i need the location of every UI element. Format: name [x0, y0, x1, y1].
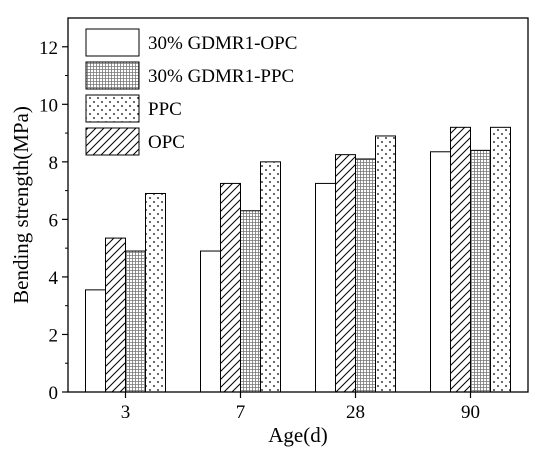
y-tick-label: 10 — [39, 95, 58, 116]
legend-swatch-opc — [85, 127, 140, 156]
bar-30-gdmr1-opc-90 — [430, 151, 451, 393]
legend-swatch-30-gdmr1-opc — [85, 28, 140, 57]
y-tick-label: 6 — [49, 210, 59, 231]
x-axis: 3 7 28 90 — [121, 392, 480, 423]
y-tick-label: 8 — [49, 153, 59, 174]
bar-30-gdmr1-opc-3 — [85, 289, 106, 393]
x-tick-label: 28 — [346, 402, 365, 423]
bar-opc-90 — [450, 126, 471, 393]
x-tick-label: 90 — [461, 402, 480, 423]
bar-30-gdmr1-opc-28 — [315, 182, 336, 393]
bar-30-gdmr1-ppc-28 — [355, 158, 376, 393]
bar-opc-28 — [335, 154, 356, 393]
x-axis-title: Age(d) — [268, 423, 327, 447]
legend-label: 30% GDMR1-PPC — [148, 66, 294, 87]
bar-opc-3 — [105, 237, 126, 393]
bar-ppc-7 — [260, 161, 281, 393]
y-tick-label: 2 — [49, 325, 59, 346]
y-axis: 0 2 4 6 8 10 12 — [39, 38, 68, 404]
legend-swatch-30-gdmr1-ppc — [85, 61, 140, 90]
x-tick-label: 7 — [236, 402, 246, 423]
legend-label: PPC — [148, 99, 182, 120]
bar-30-gdmr1-opc-7 — [200, 250, 221, 393]
bar-ppc-3 — [145, 192, 166, 393]
bar-opc-7 — [220, 182, 241, 393]
legend-label: OPC — [148, 132, 185, 153]
bar-30-gdmr1-ppc-7 — [240, 210, 261, 393]
y-tick-label: 0 — [49, 383, 59, 404]
plot-frame — [67, 17, 529, 393]
bars-group — [85, 126, 511, 393]
legend-label: 30% GDMR1-OPC — [148, 33, 297, 54]
x-tick-label: 3 — [121, 402, 131, 423]
legend: 30% GDMR1-OPC 30% GDMR1-PPC PPC OPC — [85, 28, 297, 156]
bar-ppc-28 — [375, 135, 396, 393]
y-tick-label: 4 — [49, 268, 59, 289]
y-axis-title: Bending strength(MPa) — [9, 106, 33, 304]
bar-ppc-90 — [490, 126, 511, 393]
bar-30-gdmr1-ppc-3 — [125, 250, 146, 393]
bar-30-gdmr1-ppc-90 — [470, 149, 491, 393]
y-tick-label: 12 — [39, 38, 58, 59]
legend-swatch-ppc — [85, 94, 140, 123]
